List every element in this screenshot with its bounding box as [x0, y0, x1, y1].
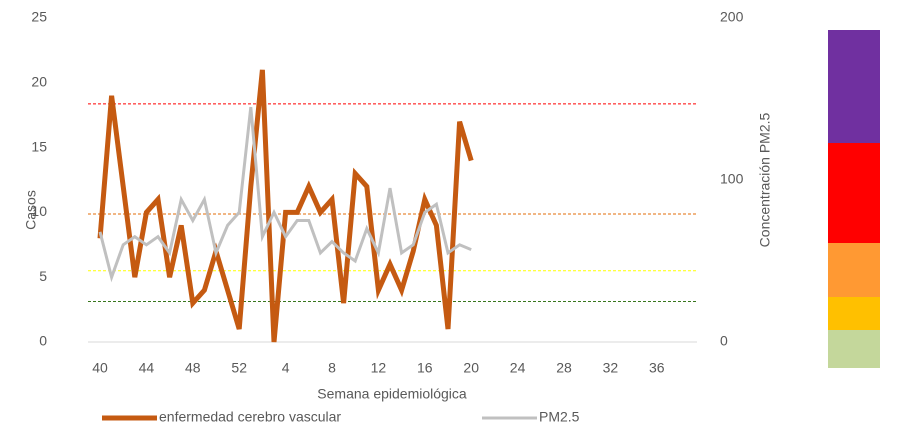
- x-tick-label: 4: [282, 360, 290, 376]
- x-tick-label: 12: [371, 360, 387, 376]
- x-tick-label: 52: [231, 360, 247, 376]
- x-tick-label: 28: [556, 360, 572, 376]
- y-tick-label: 10: [31, 203, 47, 219]
- x-tick-label: 8: [328, 360, 336, 376]
- scale-block: [828, 297, 880, 330]
- y-tick-label: 5: [39, 268, 47, 284]
- x-axis-title: Semana epidemiológica: [317, 386, 467, 402]
- legend-label: enfermedad cerebro vascular: [159, 409, 341, 425]
- y-tick-label: 25: [31, 9, 47, 25]
- series-line: [97, 69, 474, 343]
- x-tick-label: 24: [510, 360, 526, 376]
- x-tick-label: 44: [139, 360, 155, 376]
- y2-tick-label: 200: [720, 9, 744, 25]
- x-tick-label: 16: [417, 360, 433, 376]
- scale-block: [828, 30, 880, 143]
- y-tick-label: 20: [31, 74, 47, 90]
- y2-tick-label: 0: [720, 333, 728, 349]
- series-line: [98, 106, 472, 283]
- legend-label: PM2.5: [539, 409, 580, 425]
- x-tick-label: 48: [185, 360, 201, 376]
- scale-block: [828, 243, 880, 297]
- scale-block: [828, 330, 880, 368]
- color-scale: [828, 30, 880, 368]
- x-tick-label: 36: [649, 360, 665, 376]
- y-tick-label: 15: [31, 138, 47, 154]
- y2-tick-label: 100: [720, 171, 744, 187]
- y-axis-title: Casos: [23, 190, 39, 230]
- x-tick-label: 40: [92, 360, 108, 376]
- y-tick-label: 0: [39, 333, 47, 349]
- x-tick-label: 32: [603, 360, 619, 376]
- x-tick-label: 20: [463, 360, 479, 376]
- scale-block: [828, 143, 880, 243]
- y2-axis-title: Concentración PM2.5: [757, 112, 773, 247]
